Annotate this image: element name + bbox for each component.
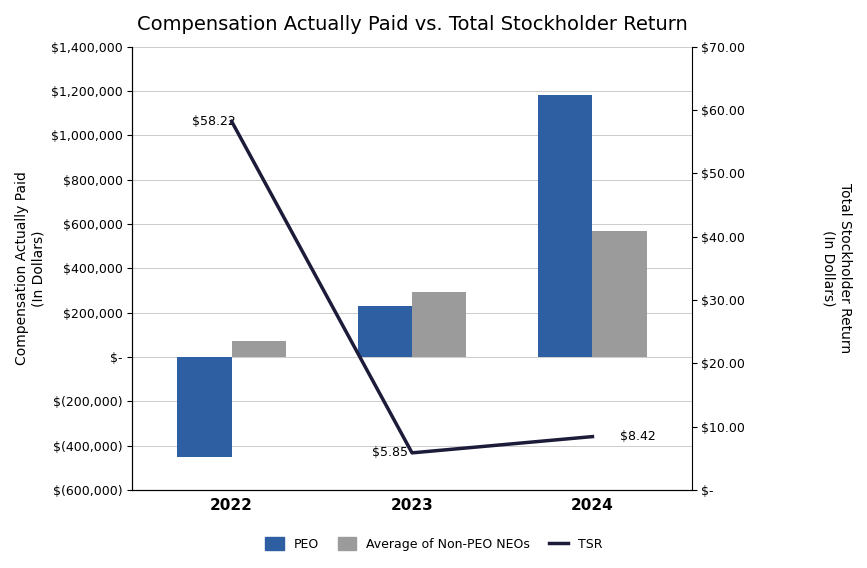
Text: $8.42: $8.42 [620,430,655,443]
Y-axis label: Total Stockholder Return
(In Dollars): Total Stockholder Return (In Dollars) [822,183,852,353]
Bar [538,95,592,357]
Title: Compensation Actually Paid vs. Total Stockholder Return: Compensation Actually Paid vs. Total Sto… [137,15,688,34]
Y-axis label: Compensation Actually Paid
(In Dollars): Compensation Actually Paid (In Dollars) [15,172,45,365]
Bar [178,357,231,457]
Text: $58.22: $58.22 [192,115,236,128]
Bar [412,291,466,357]
Bar [358,306,412,357]
Bar [231,341,286,357]
Text: $5.85: $5.85 [372,446,408,460]
Line: TSR: TSR [231,121,592,453]
TSR [587,433,597,440]
Legend: PEO, Average of Non-PEO NEOs, TSR: PEO, Average of Non-PEO NEOs, TSR [260,532,607,556]
TSR [226,118,237,124]
Bar [592,231,647,357]
TSR [407,449,417,456]
